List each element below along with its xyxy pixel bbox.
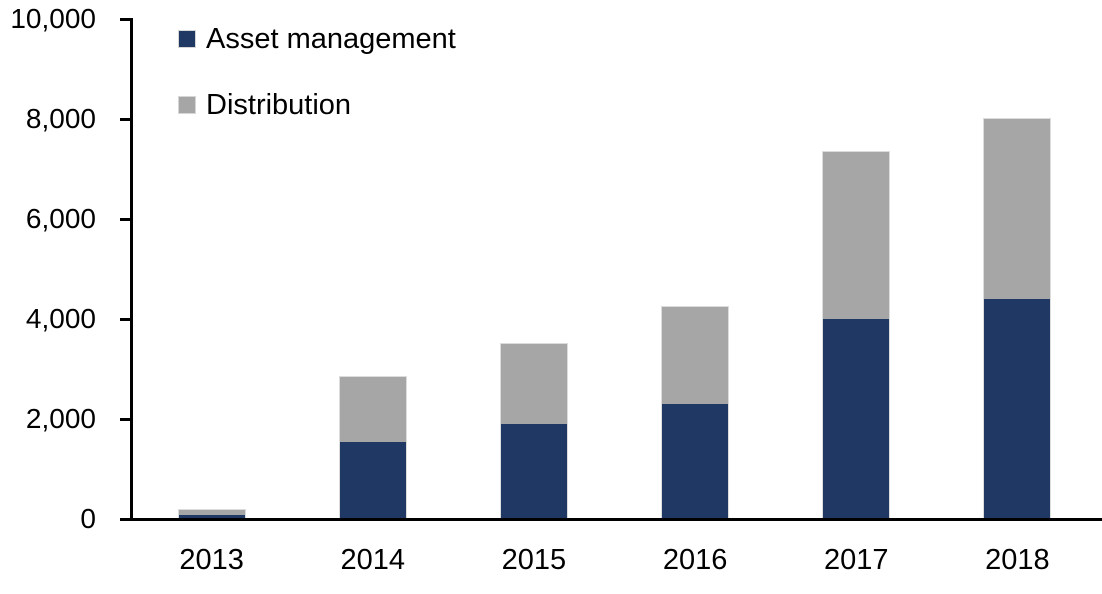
distribution-swatch-icon — [178, 96, 196, 114]
y-axis-tick-label: 2,000 — [25, 403, 96, 434]
x-axis-line — [130, 518, 1102, 521]
bar-segment-asset-management-2014 — [339, 441, 406, 519]
bar-segment-asset-management-2017 — [823, 319, 890, 519]
y-axis-tick — [120, 218, 131, 221]
y-axis-tick — [120, 118, 131, 121]
bar-segment-asset-management-2018 — [984, 299, 1051, 519]
bar-segment-distribution-2018 — [984, 119, 1051, 299]
legend-label-asset-management: Asset management — [206, 23, 456, 55]
bar-segment-distribution-2017 — [823, 151, 890, 319]
y-axis-line — [130, 18, 133, 521]
x-axis-label-2017: 2017 — [824, 544, 889, 576]
y-axis-tick — [120, 418, 131, 421]
bar-segment-distribution-2015 — [500, 344, 567, 424]
bar-segment-asset-management-2015 — [500, 424, 567, 519]
bar-segment-distribution-2016 — [662, 306, 729, 404]
y-axis-tick-label: 6,000 — [25, 203, 96, 234]
x-axis-label-2016: 2016 — [662, 544, 728, 576]
x-axis-label-2018: 2018 — [985, 544, 1050, 576]
bar-segment-asset-management-2013 — [178, 515, 245, 519]
x-axis-label-2014: 2014 — [340, 544, 406, 576]
legend-label-distribution: Distribution — [206, 89, 352, 121]
bar-segment-asset-management-2016 — [662, 404, 729, 519]
x-axis-label-2015: 2015 — [501, 544, 567, 576]
legend-item-distribution: Distribution — [178, 87, 456, 123]
legend-item-asset-management: Asset management — [178, 21, 456, 57]
asset-management-swatch-icon — [178, 30, 196, 48]
y-axis-tick-label: 8,000 — [25, 103, 96, 134]
bar-segment-distribution-2013 — [178, 510, 245, 515]
bar-segment-distribution-2014 — [339, 376, 406, 442]
x-axis-label-2013: 2013 — [179, 544, 244, 576]
y-axis-tick-label: 10,000 — [10, 3, 96, 34]
y-axis-tick — [120, 18, 131, 21]
y-axis-tick — [120, 518, 131, 521]
y-axis-tick-label: 0 — [80, 503, 96, 534]
chart-legend: Asset management Distribution — [178, 21, 456, 123]
y-axis-tick-label: 4,000 — [25, 303, 96, 334]
y-axis-tick — [120, 318, 131, 321]
